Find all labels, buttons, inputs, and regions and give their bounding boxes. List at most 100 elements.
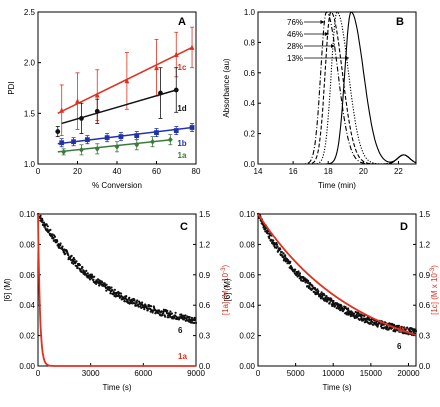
panel-d-point [284,254,287,257]
panel-d-point [311,284,314,288]
panel-a: A % Conversion PDI 0 20 40 60 80 1.0 1.5 2.0 2.5… [7,8,201,190]
panel-d-point [319,293,322,296]
panel-b-annotation: 13% [287,54,303,63]
panel-c-point [170,312,173,315]
panel-c-point [137,305,140,308]
panel-c-point [109,292,112,295]
panel-a-xtick-label: 40 [113,167,122,176]
panel-c-point [41,219,44,222]
panel-c-point [90,273,93,276]
panel-d: D Time (s) [6] (M) [1c] (M x 10-3) 0 5000… [223,210,439,392]
panel-d-y2tick-label: 0.9 [419,271,431,280]
panel-c-point [81,266,84,269]
panel-b-curve-13% [258,11,417,165]
panel-c-ytick-label: 0.06 [19,271,35,280]
panel-d-xtick-label: 10000 [322,369,345,378]
panel-d-ylabel: [6] (M) [223,278,232,301]
panel-d-y2tick-label: 0.3 [419,332,431,341]
panel-c-y2tick-label: 0.9 [199,271,211,280]
panel-c-y2tick-label: 0.3 [199,332,211,341]
panel-c-point [110,286,113,289]
panel-a-point [189,44,195,50]
panel-b-ytick-label: 0.2 [244,130,256,139]
panel-c-point [72,262,75,265]
panel-d-point [307,279,310,283]
panel-d-point [332,299,335,303]
panel-a-point [79,116,84,121]
panel-c-point [151,311,154,314]
panel-d-point [403,327,406,330]
panel-d-y2label-sup: -3 [430,267,436,273]
panel-d-point [323,294,326,297]
panel-c-point [59,242,62,245]
panel-d-point [293,270,296,273]
panel-a-point [150,138,155,145]
panel-b-ytick-label: 0.4 [244,99,256,108]
panel-d-letter: D [400,221,408,233]
panel-c-point [141,301,144,304]
panel-a-point [61,148,67,155]
panel-a-series-1a: 1a [57,134,187,160]
panel-a-series-label: 1b [177,139,186,148]
panel-b-xtick-label: 22 [394,167,403,176]
panel-c-point [61,245,64,248]
panel-d-series-6: 6 [256,212,418,351]
panel-a-point [134,133,140,139]
panel-c-ytick-label: 0.04 [19,301,35,310]
panel-d-point [353,312,356,315]
panel-a-xtick-label: 80 [192,167,201,176]
panel-b-arrowhead [320,20,325,24]
panel-b-arrowhead [345,56,350,60]
panel-a-point [154,130,159,135]
panel-d-ytick-label: 0.00 [239,362,255,371]
panel-c-point [101,281,104,284]
panel-c-point [59,244,62,247]
panel-a-series-label: 1d [177,104,186,113]
panel-a-point [114,143,120,150]
panel-d-series-label: 6 [397,342,402,351]
panel-d-point [331,304,334,308]
panel-d-plot-area [257,213,417,367]
panel-c-point [194,317,197,320]
panel-a-point [134,141,140,148]
panel-c-point [143,308,146,311]
panel-a-ytick-label: 1.0 [24,160,36,169]
panel-c-point [52,237,55,240]
panel-c-ytick-label: 0.00 [19,362,35,371]
panel-d-series-label: 1c [398,325,407,334]
panel-d-y2tick-label: 1.2 [419,240,431,249]
panel-d-point [284,256,287,259]
panel-c-point [160,310,163,313]
panel-b-xtick-label: 14 [254,167,263,176]
panel-d-point [371,321,374,324]
panel-d-point [333,304,337,307]
panel-d-point [317,290,320,293]
panel-d-xtick-label: 15000 [360,369,383,378]
panel-d-point [308,285,311,288]
panel-d-point [406,326,409,329]
panel-b-xtick-label: 18 [324,167,333,176]
panel-c-point [92,278,95,281]
panel-a-ytick-label: 1.5 [24,109,36,118]
panel-a-point [59,107,65,113]
panel-c-point [123,300,126,303]
panel-c-point [184,314,187,317]
panel-a-point [173,51,179,57]
panel-b-ytick-label: 0.6 [244,69,256,78]
panel-d-point [386,326,389,329]
panel-a-point [167,136,173,143]
panel-b-ytick-label: 0.0 [244,160,256,169]
panel-c-y2tick-label: 1.5 [199,210,211,219]
panel-a-point [71,139,76,145]
panel-d-point [407,333,410,336]
panel-c-point [73,258,76,261]
panel-c-y2tick-label: 0.0 [199,362,211,371]
panel-c-xtick-label: 6000 [134,369,152,378]
panel-a-xtick-label: 60 [152,167,161,176]
panel-d-point [410,330,413,333]
panel-c-point [46,228,49,231]
panel-d-xtick-label: 0 [256,369,261,378]
panel-d-y2label-end: ) [430,265,439,268]
panel-c-point [70,254,73,257]
panel-b-ytick-label: 1.0 [244,8,256,17]
